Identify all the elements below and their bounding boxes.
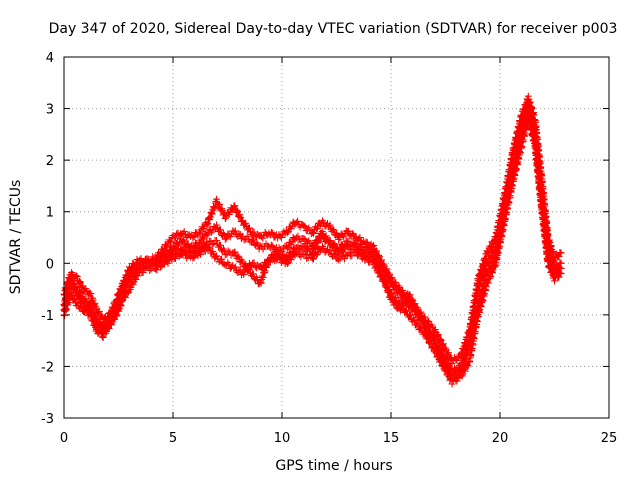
y-axis-label: SDTVAR / TECUs <box>8 180 24 295</box>
x-tick-label: 25 <box>601 431 618 446</box>
y-tick-label: 4 <box>46 51 54 66</box>
x-tick-label: 10 <box>274 431 291 446</box>
y-tick-label: 3 <box>46 103 54 118</box>
x-axis-ticks: 0 5 10 15 20 25 <box>60 57 617 446</box>
y-axis-ticks: -3 -2 -1 0 1 2 3 4 <box>41 51 609 427</box>
x-tick-label: 15 <box>383 431 400 446</box>
plot-frame <box>63 56 610 419</box>
chart-title: Day 347 of 2020, Sidereal Day-to-day VTE… <box>49 21 618 37</box>
x-tick-label: 20 <box>492 431 509 446</box>
y-tick-label: -3 <box>41 412 54 427</box>
y-tick-label: 2 <box>46 154 54 169</box>
y-tick-label: -2 <box>41 360 54 375</box>
x-tick-label: 5 <box>169 431 177 446</box>
y-tick-label: 0 <box>46 257 54 272</box>
x-tick-label: 0 <box>60 431 68 446</box>
y-tick-label: -1 <box>41 309 54 324</box>
y-tick-label: 1 <box>46 206 54 221</box>
x-axis-label: GPS time / hours <box>275 458 392 474</box>
